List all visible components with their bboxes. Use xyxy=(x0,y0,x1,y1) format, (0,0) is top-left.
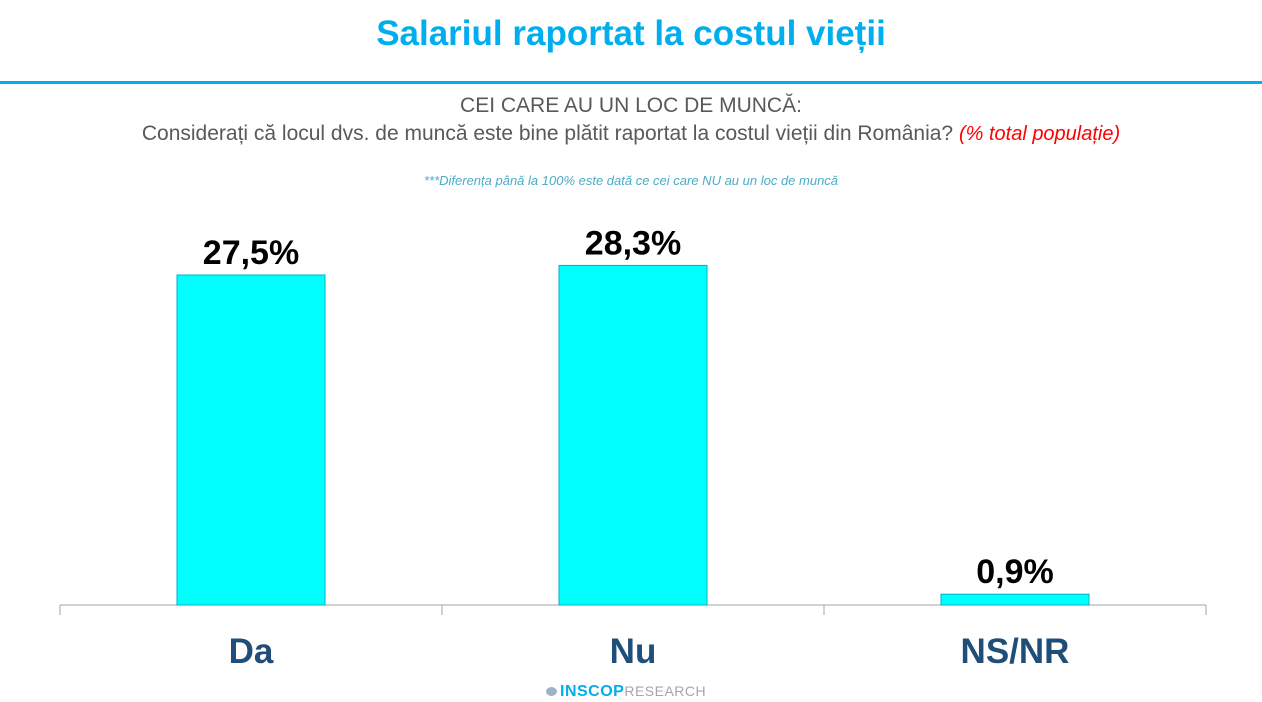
chart-subtitle: CEI CARE AU UN LOC DE MUNCĂ: xyxy=(460,94,802,117)
logo-sub: RESEARCH xyxy=(624,683,707,699)
logo-mark-icon xyxy=(546,687,557,696)
category-label: NS/NR xyxy=(961,632,1070,671)
inscop-logo: INSCOPRESEARCH xyxy=(546,683,706,701)
category-label: Da xyxy=(229,632,274,671)
question-note: (% total populație) xyxy=(958,123,1121,145)
logo-main: INSCOP xyxy=(560,683,625,700)
chart-question: Considerați că locul dvs. de muncă este … xyxy=(0,122,1262,146)
question-text: Considerați că locul dvs. de muncă este … xyxy=(141,122,954,145)
bar-nu xyxy=(558,264,708,606)
footnote: ***Diferența până la 100% este dată ce c… xyxy=(423,173,839,188)
bar-ns-nr xyxy=(940,593,1090,606)
category-label: Nu xyxy=(610,632,657,671)
page-title: Salariul raportat la costul vieții xyxy=(376,14,886,53)
title-divider xyxy=(0,81,1262,84)
data-label: 27,5% xyxy=(203,234,299,272)
data-label: 0,9% xyxy=(976,553,1054,591)
bar-da xyxy=(176,274,326,606)
data-label: 28,3% xyxy=(585,224,681,262)
